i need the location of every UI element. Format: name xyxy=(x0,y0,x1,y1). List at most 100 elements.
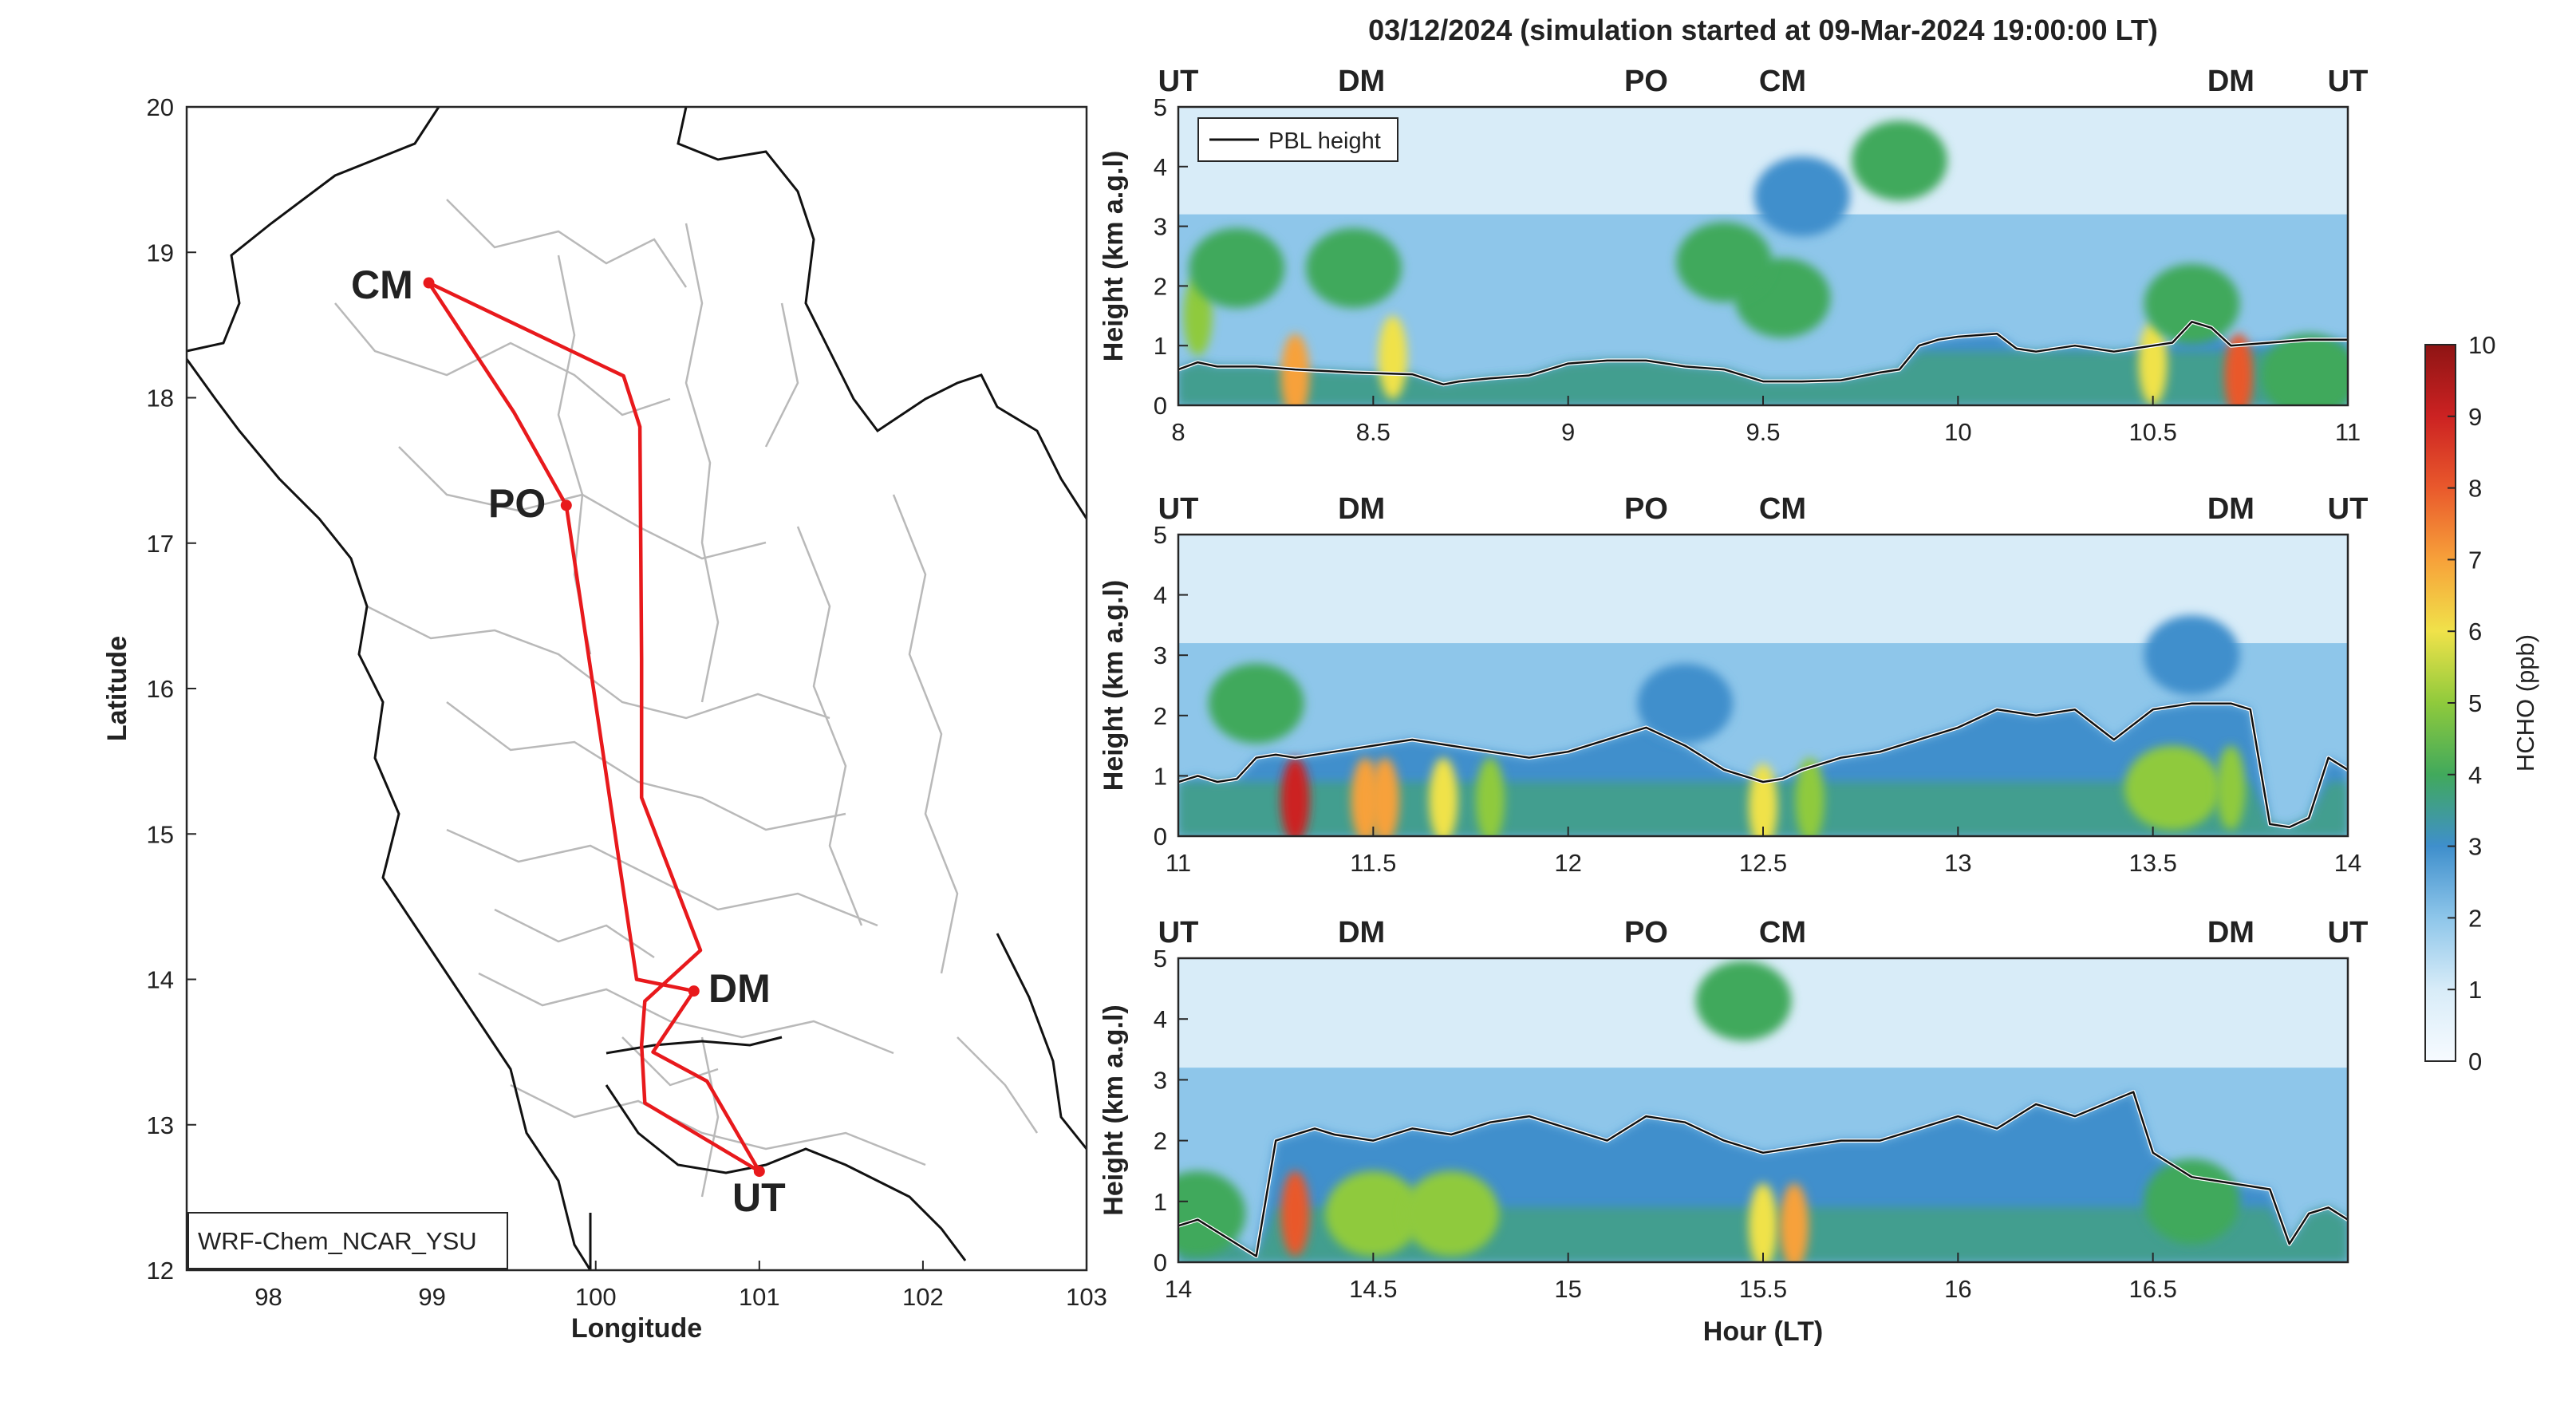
site-label-po: PO xyxy=(1624,65,1668,98)
curtain-x-tick-label: 10 xyxy=(1944,418,1971,446)
map-frame xyxy=(185,105,1088,1272)
curtain-x-tick-label: 11 xyxy=(2335,418,2361,446)
site-marker-ut xyxy=(753,1166,765,1178)
map-x-tick-label: 101 xyxy=(739,1283,780,1311)
curtain-x-tick-label: 9.5 xyxy=(1746,418,1780,446)
site-label-ut: UT xyxy=(1158,492,1199,526)
hcho-blob-2 xyxy=(1378,315,1407,400)
hcho-blob-4 xyxy=(1189,227,1285,308)
curtain-y-tick-label: 0 xyxy=(1154,392,1167,420)
curtain-x-tick-label: 12.5 xyxy=(1739,849,1787,877)
colorbar-tick-label: 2 xyxy=(2468,904,2482,932)
hcho-blob-8 xyxy=(2124,745,2221,831)
site-label-ut: UT xyxy=(1158,916,1199,949)
map-panel: 98 99 100 101 102 103 12 13 14 15 16 17 18 19 20 Long… xyxy=(102,93,1107,1344)
national-borders xyxy=(187,107,1087,1270)
curtain-x-tick-label: 8.5 xyxy=(1356,418,1391,446)
hcho-blob-3 xyxy=(1370,757,1399,836)
curtain-y-tick-label: 1 xyxy=(1154,1188,1167,1216)
curtain-y-tick-label: 4 xyxy=(1154,582,1167,610)
map-y-tick-label: 18 xyxy=(147,385,174,412)
site-marker-dm xyxy=(688,985,700,997)
curtain-y-tick-label: 2 xyxy=(1154,272,1167,300)
map-y-tick-label: 13 xyxy=(147,1111,174,1139)
hcho-blob-4 xyxy=(1749,1182,1777,1262)
site-label-dm: DM xyxy=(2207,65,2254,98)
site-label-cm: CM xyxy=(1759,65,1806,98)
map-y-tick-label: 20 xyxy=(147,93,174,121)
figure-title: 03/12/2024 (simulation started at 09-Mar… xyxy=(1368,14,2158,46)
map-x-tick-label: 99 xyxy=(418,1283,445,1311)
colorbar-tick-label: 10 xyxy=(2468,331,2495,359)
curtain-y-tick-label: 5 xyxy=(1154,945,1167,973)
curtain-x-tick-label: 14 xyxy=(1165,1275,1192,1303)
hcho-blob-10 xyxy=(1208,663,1304,744)
site-marker-po xyxy=(560,499,572,511)
hcho-blob-8 xyxy=(1753,156,1850,237)
curtain-y-tick-label: 0 xyxy=(1154,823,1167,851)
site-label-dm: DM xyxy=(2207,916,2254,949)
curtain-y-tick-label: 3 xyxy=(1154,1066,1167,1094)
map-site-label-po: PO xyxy=(488,481,546,526)
curtain-y-tick-label: 5 xyxy=(1154,521,1167,549)
colorbar-tick-label: 6 xyxy=(2468,618,2482,645)
curtain-x-tick-label: 13.5 xyxy=(2128,849,2176,877)
hcho-blob-13 xyxy=(2261,334,2348,405)
curtain-y-tick-label: 2 xyxy=(1154,1127,1167,1155)
curtain-y-tick-label: 4 xyxy=(1154,153,1167,181)
site-marker-cm xyxy=(423,277,435,289)
hcho-blob-4 xyxy=(1429,757,1458,836)
curtain-y-axis-label: Height (km a.g.l) xyxy=(1099,151,1129,361)
map-y-tick-label: 15 xyxy=(147,820,174,848)
curtain-y-tick-label: 3 xyxy=(1154,641,1167,669)
curtain-x-tick-label: 15.5 xyxy=(1739,1275,1787,1303)
colorbar: 0 1 2 3 4 5 6 7 8 9 10 HCHO (ppb) xyxy=(2424,331,2539,1076)
hcho-blob-2 xyxy=(1325,1170,1422,1257)
map-x-tick-label: 103 xyxy=(1066,1283,1107,1311)
hcho-blob-8 xyxy=(1178,1170,1246,1257)
curtain-x-axis-label: Hour (LT) xyxy=(1703,1316,1823,1347)
pbl-height-line xyxy=(1178,1091,2348,1257)
hcho-blob-1 xyxy=(1280,757,1310,836)
site-label-ut: UT xyxy=(2328,492,2369,526)
curtain-y-tick-label: 5 xyxy=(1154,93,1167,121)
hcho-blob-11 xyxy=(1637,663,1734,744)
map-y-tick-label: 17 xyxy=(147,530,174,558)
site-label-dm: DM xyxy=(1338,65,1385,98)
map-x-tick-label: 100 xyxy=(575,1283,617,1311)
hcho-blob-9 xyxy=(1852,120,1948,201)
hcho-blob-5 xyxy=(1305,227,1402,308)
curtain-y-tick-label: 4 xyxy=(1154,1005,1167,1033)
hcho-blob-12 xyxy=(2144,615,2240,696)
colorbar-label: HCHO (ppb) xyxy=(2511,634,2539,772)
curtain-x-tick-label: 9 xyxy=(1561,418,1575,446)
map-y-tick-label: 14 xyxy=(147,966,174,994)
curtain-x-tick-label: 8 xyxy=(1171,418,1185,446)
curtain-y-axis-label: Height (km a.g.l) xyxy=(1099,580,1129,791)
site-label-ut: UT xyxy=(2328,65,2369,98)
site-label-ut: UT xyxy=(1158,65,1199,98)
curtain-x-tick-label: 16.5 xyxy=(2128,1275,2176,1303)
map-site-label-ut: UT xyxy=(732,1175,786,1220)
province-boundaries xyxy=(334,199,1039,1198)
curtain-x-tick-label: 14.5 xyxy=(1349,1275,1397,1303)
curtain-x-tick-label: 12 xyxy=(1554,849,1581,877)
site-label-po: PO xyxy=(1624,492,1668,526)
site-label-dm: DM xyxy=(1338,916,1385,949)
curtain-x-tick-label: 15 xyxy=(1554,1275,1581,1303)
site-label-ut: UT xyxy=(2328,916,2369,949)
hcho-blob-6 xyxy=(1695,961,1792,1041)
map-y-tick-label: 19 xyxy=(147,239,174,266)
pbl-height-line xyxy=(1178,702,2348,828)
map-x-tick-label: 102 xyxy=(902,1283,944,1311)
curtain-x-tick-label: 11 xyxy=(1166,849,1191,877)
hcho-blob-3 xyxy=(1403,1170,1500,1257)
curtain-y-tick-label: 3 xyxy=(1154,213,1167,241)
hcho-blob-7 xyxy=(1676,222,1773,302)
map-y-axis-label: Latitude xyxy=(102,636,132,741)
colorbar-tick-label: 7 xyxy=(2468,546,2482,574)
colorbar-tick-label: 4 xyxy=(2468,761,2482,789)
curtain-x-tick-label: 16 xyxy=(1944,1275,1971,1303)
pbl-height-line xyxy=(1178,321,2348,386)
curtain-y-tick-label: 1 xyxy=(1154,332,1167,360)
